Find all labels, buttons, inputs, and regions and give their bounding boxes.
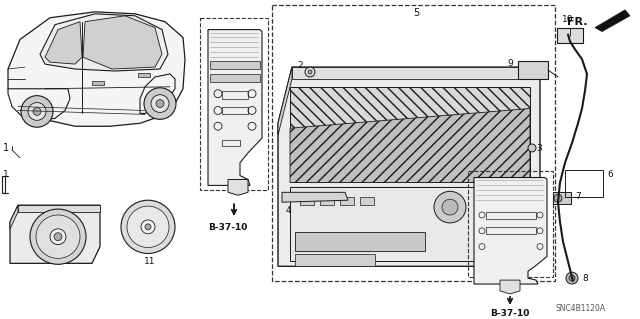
Bar	[340, 197, 354, 205]
Text: FR.: FR.	[568, 17, 588, 27]
Polygon shape	[8, 12, 185, 126]
Text: B-37-10: B-37-10	[208, 223, 248, 232]
Circle shape	[554, 194, 562, 202]
Bar	[300, 197, 314, 205]
Polygon shape	[10, 205, 100, 263]
Bar	[222, 140, 240, 146]
Text: 10: 10	[562, 15, 573, 24]
Text: 9: 9	[507, 59, 513, 68]
Polygon shape	[18, 205, 100, 212]
Bar	[557, 28, 583, 43]
Polygon shape	[45, 22, 82, 64]
Circle shape	[28, 103, 46, 120]
Circle shape	[145, 224, 151, 230]
Bar	[518, 61, 548, 79]
Polygon shape	[8, 89, 70, 120]
Polygon shape	[290, 87, 530, 182]
Bar	[222, 91, 248, 99]
Polygon shape	[500, 280, 520, 294]
Polygon shape	[10, 205, 18, 229]
Circle shape	[144, 88, 176, 119]
Circle shape	[528, 144, 536, 152]
Bar	[295, 255, 375, 266]
Circle shape	[308, 70, 312, 74]
Polygon shape	[278, 67, 540, 266]
Bar	[486, 212, 536, 219]
Circle shape	[36, 215, 80, 258]
Bar	[222, 107, 248, 115]
Circle shape	[305, 67, 315, 77]
Circle shape	[151, 95, 169, 112]
Bar	[295, 232, 425, 251]
Polygon shape	[278, 67, 292, 135]
Circle shape	[434, 191, 466, 223]
Circle shape	[127, 206, 169, 248]
Text: SNC4B1120A: SNC4B1120A	[555, 304, 605, 313]
Circle shape	[569, 275, 575, 281]
Bar	[138, 73, 150, 77]
Polygon shape	[292, 67, 540, 79]
Circle shape	[54, 233, 62, 241]
Polygon shape	[140, 74, 175, 114]
Circle shape	[156, 100, 164, 108]
Text: B-37-10: B-37-10	[490, 309, 529, 318]
Circle shape	[50, 229, 66, 245]
Bar	[553, 192, 571, 204]
Circle shape	[566, 272, 578, 284]
Circle shape	[121, 200, 175, 254]
Bar	[320, 197, 334, 205]
Polygon shape	[290, 187, 530, 261]
Polygon shape	[83, 16, 162, 69]
Text: 8: 8	[582, 274, 588, 283]
Bar	[272, 5, 555, 281]
Polygon shape	[40, 14, 168, 71]
Circle shape	[30, 209, 86, 264]
Bar	[468, 171, 553, 277]
Circle shape	[33, 108, 41, 115]
Circle shape	[21, 96, 53, 127]
Polygon shape	[474, 178, 547, 284]
Text: 11: 11	[144, 257, 156, 266]
Polygon shape	[282, 192, 348, 202]
Bar	[210, 61, 260, 69]
Text: 3: 3	[536, 144, 541, 153]
Bar	[565, 170, 603, 197]
Circle shape	[442, 199, 458, 215]
Bar	[200, 18, 268, 190]
Text: 6: 6	[607, 170, 612, 179]
Bar	[92, 81, 104, 85]
Text: 4: 4	[286, 206, 292, 215]
Text: 5: 5	[413, 8, 419, 18]
Polygon shape	[595, 10, 630, 32]
Text: 7: 7	[575, 192, 580, 201]
Circle shape	[141, 220, 155, 234]
Bar	[360, 197, 374, 205]
Text: 1: 1	[3, 170, 9, 179]
Polygon shape	[208, 30, 262, 185]
Bar	[210, 74, 260, 82]
Polygon shape	[228, 180, 248, 195]
Polygon shape	[290, 108, 530, 182]
Bar	[2, 175, 5, 193]
Bar	[486, 227, 536, 234]
Text: 1: 1	[3, 143, 9, 153]
Text: 2: 2	[297, 61, 303, 70]
